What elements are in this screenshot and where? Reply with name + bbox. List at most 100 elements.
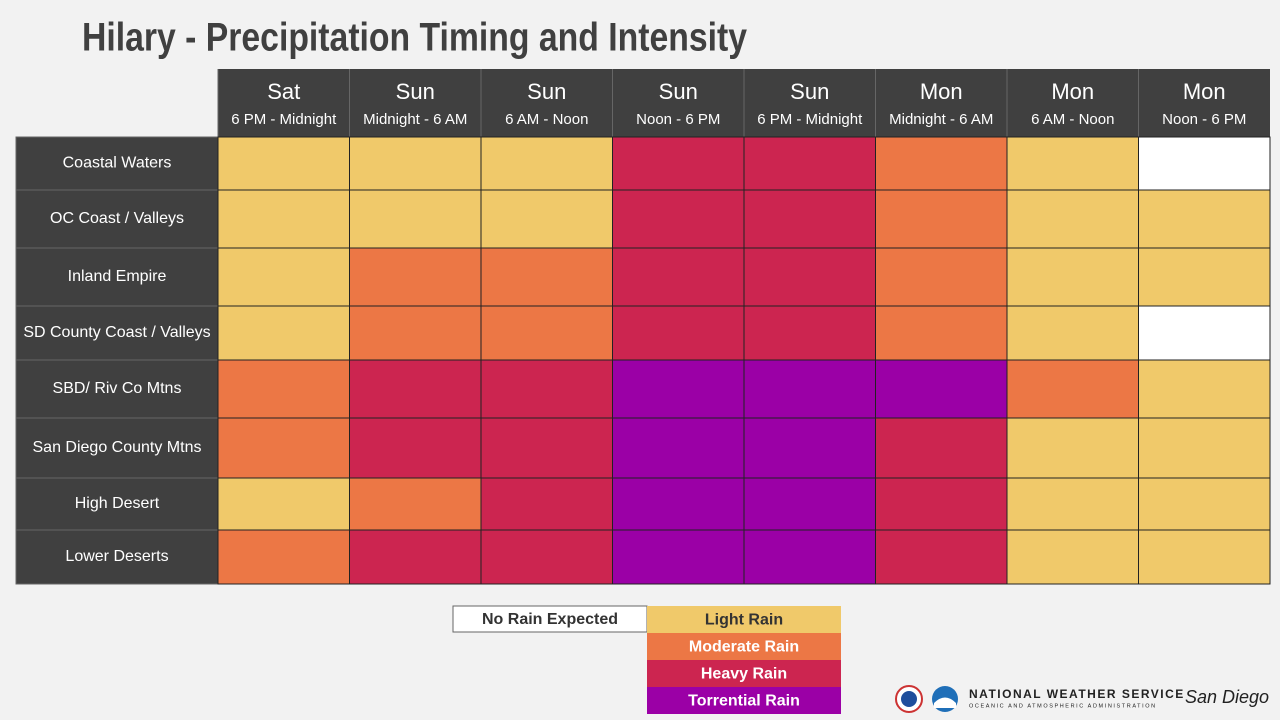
noaa-logo-wave bbox=[934, 697, 956, 708]
footer-office: San Diego bbox=[1185, 687, 1269, 707]
intensity-cell bbox=[349, 359, 482, 419]
title: Hilary - Precipitation Timing and Intens… bbox=[82, 16, 748, 60]
intensity-cell bbox=[612, 359, 745, 419]
column-day: Sun bbox=[527, 79, 566, 104]
row-label-cell bbox=[15, 247, 219, 307]
intensity-cell bbox=[1006, 136, 1139, 191]
intensity-cell bbox=[875, 477, 1008, 531]
intensity-cell bbox=[349, 477, 482, 531]
intensity-cell bbox=[349, 417, 482, 479]
column-time: 6 AM - Noon bbox=[505, 111, 588, 128]
intensity-cell bbox=[1006, 529, 1139, 585]
intensity-cell bbox=[1138, 247, 1271, 307]
intensity-cell bbox=[743, 189, 876, 249]
intensity-cell bbox=[1006, 477, 1139, 531]
intensity-cell bbox=[875, 136, 1008, 191]
intensity-cell bbox=[217, 247, 350, 307]
intensity-cell bbox=[612, 417, 745, 479]
intensity-cell bbox=[217, 136, 350, 191]
row-label: OC Coast / Valleys bbox=[50, 210, 184, 227]
intensity-cell bbox=[1138, 359, 1271, 419]
intensity-cell bbox=[349, 189, 482, 249]
intensity-cell bbox=[743, 247, 876, 307]
intensity-cell bbox=[349, 247, 482, 307]
column-day: Mon bbox=[1051, 79, 1094, 104]
column-time: 6 PM - Midnight bbox=[757, 111, 863, 128]
row-label: SBD/ Riv Co Mtns bbox=[53, 380, 182, 397]
intensity-cell bbox=[875, 417, 1008, 479]
intensity-cell bbox=[612, 189, 745, 249]
intensity-cell bbox=[875, 359, 1008, 419]
intensity-cell bbox=[1006, 247, 1139, 307]
legend-swatch bbox=[647, 687, 841, 714]
footer-parent: OCEANIC AND ATMOSPHERIC ADMINISTRATION bbox=[969, 703, 1157, 709]
column-time: Midnight - 6 AM bbox=[889, 111, 993, 128]
legend-label: Heavy Rain bbox=[701, 666, 787, 683]
intensity-cell bbox=[612, 477, 745, 531]
intensity-cell bbox=[1006, 359, 1139, 419]
row-label: San Diego County Mtns bbox=[33, 439, 202, 456]
intensity-cell bbox=[480, 247, 613, 307]
column-time: Midnight - 6 AM bbox=[363, 111, 467, 128]
legend-swatch bbox=[647, 660, 841, 687]
intensity-cell bbox=[743, 136, 876, 191]
intensity-cell bbox=[1138, 529, 1271, 585]
legend-label: Light Rain bbox=[705, 612, 783, 629]
intensity-cell bbox=[612, 247, 745, 307]
row-label-cell bbox=[15, 417, 219, 479]
intensity-cell bbox=[349, 529, 482, 585]
intensity-cell bbox=[480, 136, 613, 191]
noaa-logos bbox=[895, 685, 958, 713]
intensity-cell bbox=[875, 305, 1008, 361]
intensity-cell bbox=[875, 529, 1008, 585]
intensity-cell bbox=[217, 359, 350, 419]
row-label-cell bbox=[15, 359, 219, 419]
intensity-cell bbox=[612, 136, 745, 191]
row-label: SD County Coast / Valleys bbox=[23, 324, 210, 341]
intensity-cell bbox=[1006, 305, 1139, 361]
legend-label: Torrential Rain bbox=[688, 693, 800, 710]
intensity-cell bbox=[1006, 417, 1139, 479]
intensity-cell bbox=[480, 305, 613, 361]
intensity-cell bbox=[1138, 477, 1271, 531]
intensity-cell bbox=[1138, 136, 1271, 191]
row-label: Coastal Waters bbox=[63, 155, 172, 172]
row-label-cell bbox=[15, 529, 219, 585]
row-label-cell bbox=[15, 477, 219, 531]
intensity-cell bbox=[875, 189, 1008, 249]
intensity-cell bbox=[743, 477, 876, 531]
intensity-cell bbox=[743, 359, 876, 419]
intensity-cell bbox=[1138, 417, 1271, 479]
column-day: Sun bbox=[396, 79, 435, 104]
intensity-cell bbox=[743, 305, 876, 361]
intensity-cell bbox=[1138, 189, 1271, 249]
footer-agency: NATIONAL WEATHER SERVICE bbox=[969, 687, 1185, 701]
intensity-cell bbox=[743, 417, 876, 479]
intensity-cell bbox=[217, 189, 350, 249]
intensity-cell bbox=[217, 305, 350, 361]
column-day: Mon bbox=[1183, 79, 1226, 104]
column-time: 6 AM - Noon bbox=[1031, 111, 1114, 128]
column-time: Noon - 6 PM bbox=[636, 111, 720, 128]
row-label-cell bbox=[15, 305, 219, 361]
column-day: Sun bbox=[659, 79, 698, 104]
column-day: Mon bbox=[920, 79, 963, 104]
intensity-cell bbox=[612, 305, 745, 361]
intensity-cell bbox=[217, 417, 350, 479]
intensity-cell bbox=[1006, 189, 1139, 249]
intensity-cell bbox=[217, 529, 350, 585]
column-day: Sun bbox=[790, 79, 829, 104]
intensity-cell bbox=[217, 477, 350, 531]
nws-logo-inner bbox=[901, 691, 917, 707]
column-time: Noon - 6 PM bbox=[1162, 111, 1246, 128]
intensity-cell bbox=[480, 477, 613, 531]
legend-swatch bbox=[647, 606, 841, 633]
intensity-cell bbox=[612, 529, 745, 585]
intensity-cell bbox=[480, 417, 613, 479]
row-label: Inland Empire bbox=[68, 268, 167, 285]
row-label: Lower Deserts bbox=[65, 548, 168, 565]
row-label: High Desert bbox=[75, 495, 160, 512]
intensity-cell bbox=[480, 529, 613, 585]
intensity-cell bbox=[1138, 305, 1271, 361]
